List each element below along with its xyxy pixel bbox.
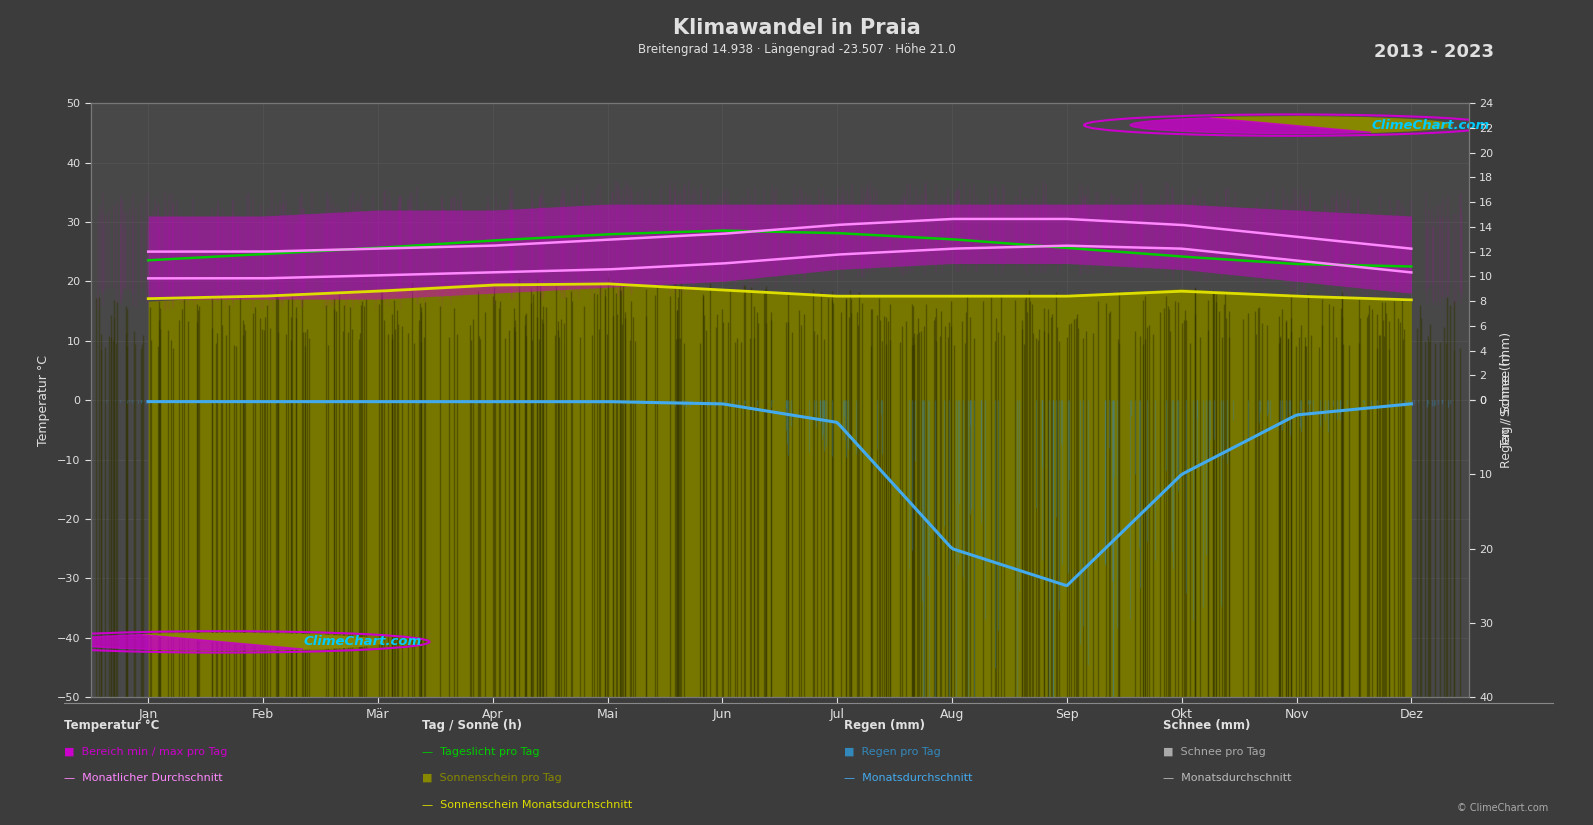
Text: —  Sonnenschein Monatsdurchschnitt: — Sonnenschein Monatsdurchschnitt <box>422 800 632 810</box>
Text: © ClimeChart.com: © ClimeChart.com <box>1458 804 1548 813</box>
Text: ■  Bereich min / max pro Tag: ■ Bereich min / max pro Tag <box>64 747 228 757</box>
Text: Tag / Sonne (h): Tag / Sonne (h) <box>422 719 523 733</box>
Text: 2013 - 2023: 2013 - 2023 <box>1375 43 1494 61</box>
Text: —  Monatsdurchschnitt: — Monatsdurchschnitt <box>844 773 973 783</box>
Text: —  Monatsdurchschnitt: — Monatsdurchschnitt <box>1163 773 1292 783</box>
Text: ClimeChart.com: ClimeChart.com <box>303 635 422 648</box>
Text: ■  Regen pro Tag: ■ Regen pro Tag <box>844 747 941 757</box>
Text: —  Tageslicht pro Tag: — Tageslicht pro Tag <box>422 747 540 757</box>
Text: Schnee (mm): Schnee (mm) <box>1163 719 1251 733</box>
Y-axis label: Tag / Sonne (h): Tag / Sonne (h) <box>1501 353 1513 447</box>
Text: —  Monatlicher Durchschnitt: — Monatlicher Durchschnitt <box>64 773 223 783</box>
Text: Breitengrad 14.938 · Längengrad -23.507 · Höhe 21.0: Breitengrad 14.938 · Längengrad -23.507 … <box>637 43 956 56</box>
Text: ■  Schnee pro Tag: ■ Schnee pro Tag <box>1163 747 1266 757</box>
Wedge shape <box>142 634 384 649</box>
Wedge shape <box>62 634 303 650</box>
Text: Temperatur °C: Temperatur °C <box>64 719 159 733</box>
Text: ClimeChart.com: ClimeChart.com <box>1372 119 1489 132</box>
Y-axis label: Temperatur °C: Temperatur °C <box>37 355 49 446</box>
Text: Klimawandel in Praia: Klimawandel in Praia <box>672 18 921 38</box>
Text: ■  Sonnenschein pro Tag: ■ Sonnenschein pro Tag <box>422 773 562 783</box>
Text: Regen (mm): Regen (mm) <box>844 719 926 733</box>
Wedge shape <box>1129 118 1372 134</box>
Wedge shape <box>1211 117 1451 132</box>
Y-axis label: Regen / Schnee (mm): Regen / Schnee (mm) <box>1501 332 1513 469</box>
